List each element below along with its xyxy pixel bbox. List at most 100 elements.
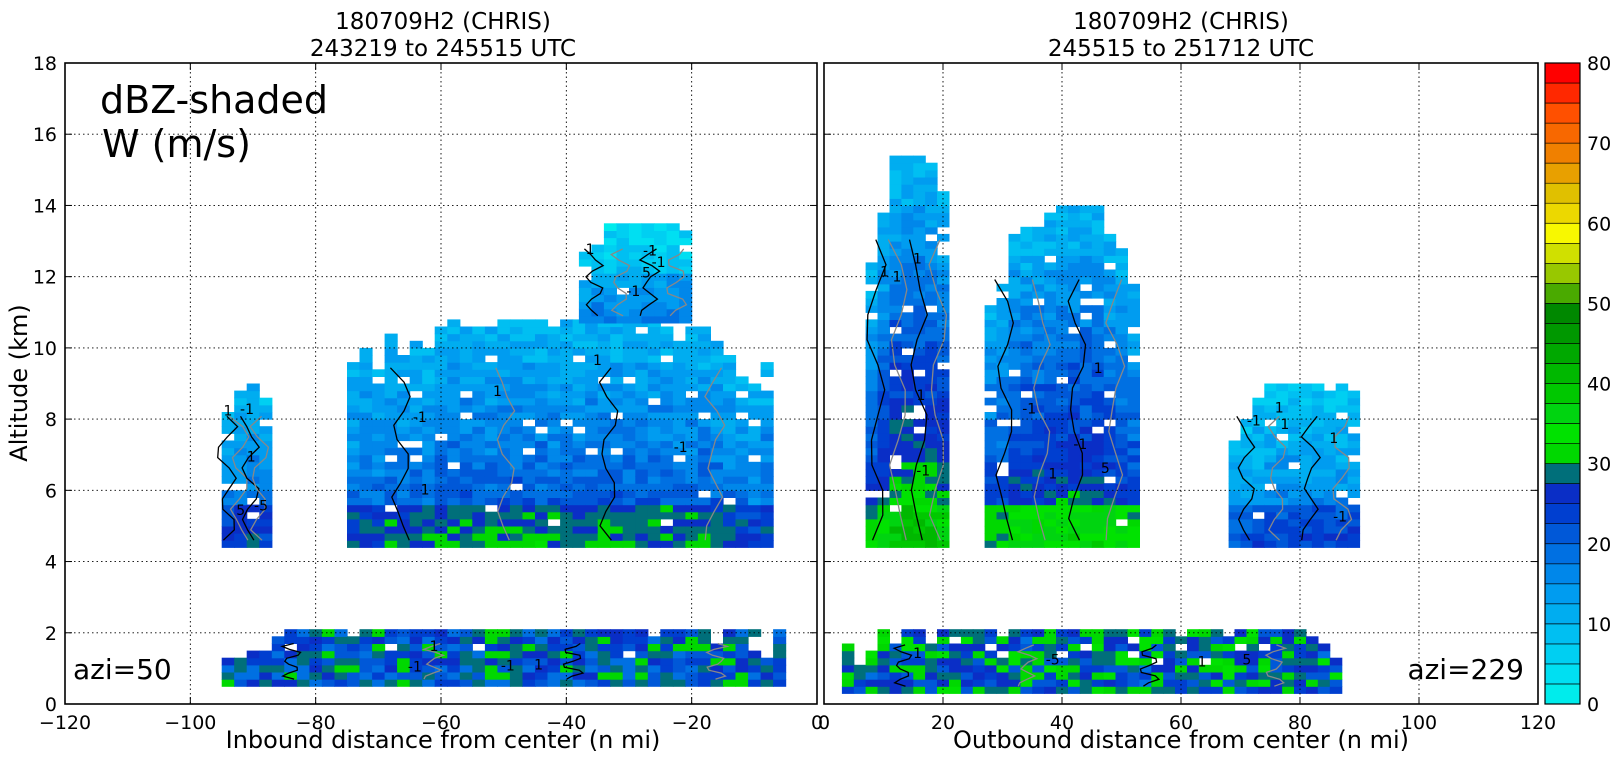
echo-cell xyxy=(760,369,774,377)
echo-cell xyxy=(1311,454,1325,463)
echo-cell xyxy=(925,511,938,520)
echo-cell xyxy=(889,319,902,328)
echo-cell xyxy=(622,447,636,456)
echo-cell xyxy=(1163,643,1176,652)
echo-cell xyxy=(1068,440,1081,449)
echo-cell xyxy=(1115,290,1128,299)
echo-cell xyxy=(1127,369,1140,377)
echo-cell xyxy=(234,461,248,470)
echo-cell xyxy=(1323,490,1337,498)
echo-cell xyxy=(1008,283,1021,292)
echo-cell xyxy=(622,672,636,680)
echo-cell xyxy=(1222,657,1236,666)
echo-cell xyxy=(359,355,373,363)
echo-cell xyxy=(654,251,668,260)
echo-cell xyxy=(748,397,762,406)
echo-cell xyxy=(1056,305,1069,313)
echo-cell xyxy=(877,664,890,673)
echo-cell xyxy=(1240,525,1253,534)
echo-cell xyxy=(877,518,890,527)
echo-cell xyxy=(1044,636,1057,644)
echo-cell xyxy=(1127,319,1140,328)
echo-cell xyxy=(901,679,914,687)
echo-cell xyxy=(522,426,536,434)
echo-cell xyxy=(422,533,436,541)
echo-cell xyxy=(672,490,686,498)
w-contour-label: -1 xyxy=(1022,402,1036,418)
echo-cell xyxy=(359,461,373,470)
echo-cell xyxy=(422,476,436,484)
echo-cell xyxy=(585,419,599,427)
w-contour-label: 5 xyxy=(1101,461,1110,477)
echo-cell xyxy=(384,426,398,434)
echo-cell xyxy=(246,461,260,470)
echo-cell xyxy=(447,419,461,427)
echo-cell xyxy=(1311,533,1325,541)
echo-cell xyxy=(841,686,855,694)
echo-cell xyxy=(1127,376,1140,385)
echo-cell xyxy=(597,504,611,513)
echo-cell xyxy=(949,686,962,694)
echo-cell xyxy=(913,469,926,477)
echo-cell xyxy=(591,287,605,296)
echo-cell xyxy=(1317,650,1331,659)
echo-cell xyxy=(877,511,890,520)
echo-cell xyxy=(660,412,674,420)
echo-cell xyxy=(865,419,879,427)
echo-cell xyxy=(660,433,674,442)
echo-cell xyxy=(1115,376,1128,385)
echo-cell xyxy=(1300,476,1313,484)
echo-cell xyxy=(234,511,248,520)
echo-cell xyxy=(877,636,890,644)
echo-cell xyxy=(472,397,486,406)
echo-cell xyxy=(1068,469,1081,477)
echo-cell xyxy=(1044,404,1057,413)
echo-cell xyxy=(1300,525,1313,534)
echo-cell xyxy=(447,469,461,477)
echo-cell xyxy=(397,355,411,363)
echo-cell xyxy=(359,650,373,659)
echo-cell xyxy=(1079,419,1093,427)
echo-cell xyxy=(1139,679,1152,687)
echo-cell xyxy=(660,340,674,349)
echo-cell xyxy=(901,191,914,199)
echo-cell xyxy=(447,426,461,434)
echo-cell xyxy=(509,326,523,335)
echo-cell xyxy=(1008,326,1021,335)
echo-cell xyxy=(697,326,711,335)
echo-cell xyxy=(710,540,724,548)
echo-cell xyxy=(913,184,926,192)
echo-cell xyxy=(1008,248,1021,256)
echo-cell xyxy=(735,476,749,484)
echo-cell xyxy=(1347,490,1361,498)
echo-cell xyxy=(422,657,436,666)
echo-cell xyxy=(610,390,624,399)
echo-cell xyxy=(1198,679,1212,687)
echo-cell xyxy=(603,287,617,296)
echo-cell xyxy=(1115,340,1128,349)
echo-cell xyxy=(1115,657,1128,666)
echo-cell xyxy=(735,525,749,534)
echo-cell xyxy=(359,672,373,680)
colorbar-segment xyxy=(1544,142,1581,164)
echo-cell xyxy=(889,298,902,306)
echo-cell xyxy=(666,266,680,274)
echo-cell xyxy=(384,490,398,498)
echo-cell xyxy=(259,447,273,456)
echo-cell xyxy=(384,657,398,666)
echo-cell xyxy=(865,340,879,349)
echo-cell xyxy=(723,426,737,434)
echo-cell xyxy=(547,426,561,434)
echo-cell xyxy=(1311,461,1325,470)
echo-cell xyxy=(597,355,611,363)
echo-cell xyxy=(1056,319,1069,328)
echo-cell xyxy=(937,233,950,242)
echo-cell xyxy=(1163,650,1176,659)
echo-cell xyxy=(572,657,586,666)
echo-cell xyxy=(760,518,774,527)
echo-cell xyxy=(603,237,617,246)
echo-cell xyxy=(996,525,1009,534)
echo-cell xyxy=(409,376,423,385)
echo-cell xyxy=(760,533,774,541)
echo-cell xyxy=(1020,298,1033,306)
